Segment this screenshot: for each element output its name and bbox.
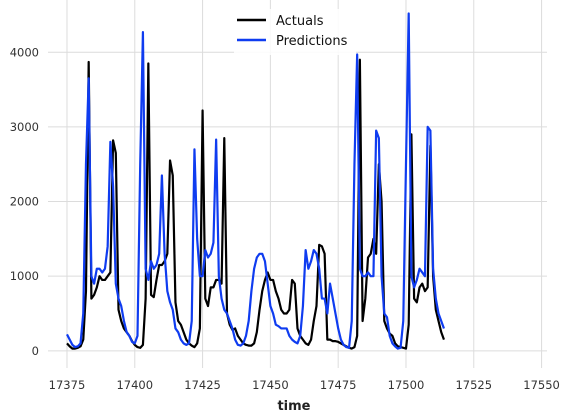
legend-box [234, 9, 356, 55]
x-tick-label: 17475 [320, 378, 357, 392]
y-tick-label: 1000 [10, 269, 39, 283]
x-tick-label: 17450 [252, 378, 289, 392]
x-tick-label: 17500 [388, 378, 425, 392]
legend-label-predictions: Predictions [276, 34, 348, 49]
series-line-predictions [66, 12, 445, 350]
series-layer [66, 12, 445, 350]
x-tick-label: 17550 [523, 378, 560, 392]
y-tick-label: 2000 [10, 195, 39, 209]
legend: Actuals Predictions [234, 9, 356, 55]
tick-labels: 17375 17400 17425 17450 17475 17500 17525 17550… [10, 45, 560, 392]
x-tick-label: 17375 [49, 378, 86, 392]
y-tick-label: 3000 [10, 120, 39, 134]
x-tick-label: 17525 [455, 378, 492, 392]
legend-label-actuals: Actuals [276, 14, 324, 29]
y-tick-label: 4000 [10, 45, 39, 59]
x-axis-label: time [277, 399, 310, 414]
x-tick-label: 17400 [116, 378, 153, 392]
y-tick-label: 0 [32, 344, 39, 358]
x-tick-label: 17425 [184, 378, 221, 392]
